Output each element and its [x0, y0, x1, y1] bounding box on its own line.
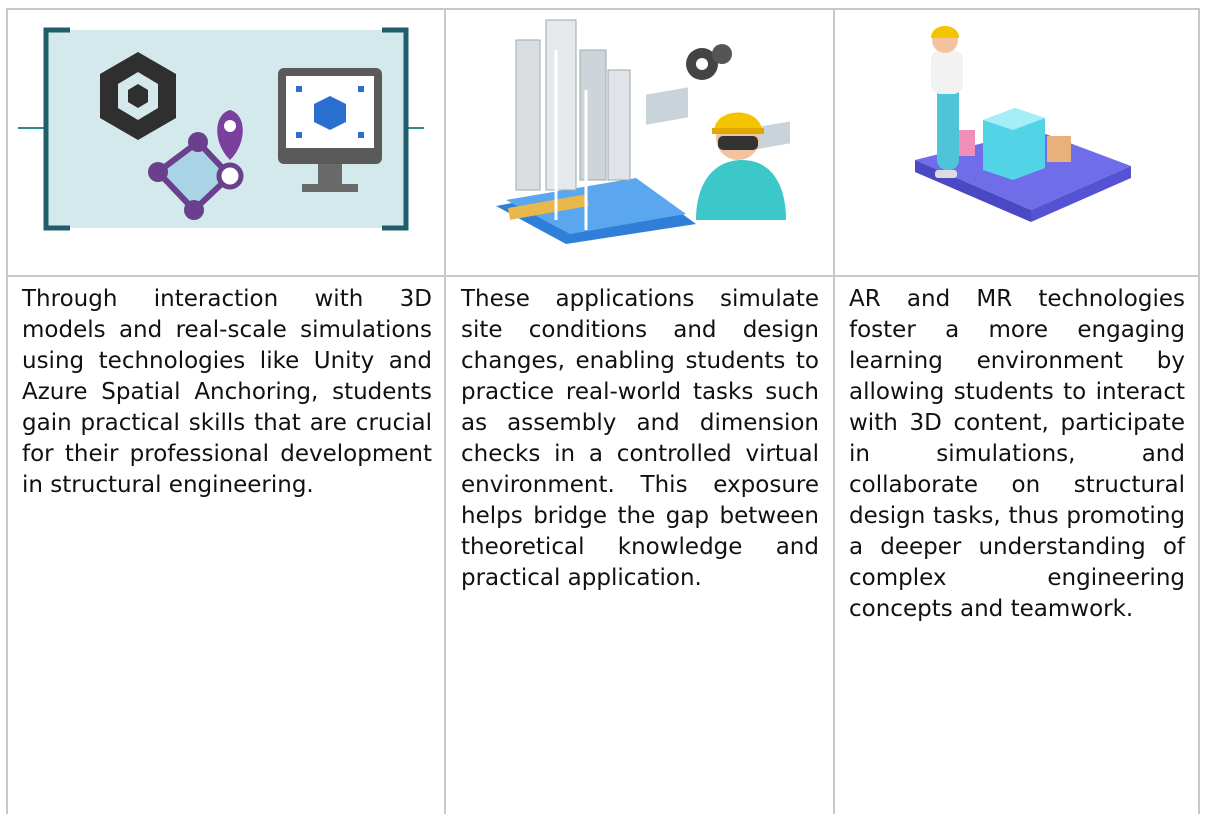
table-border — [444, 8, 446, 814]
table-border — [833, 8, 835, 814]
description: These applications simulate site conditi… — [461, 286, 819, 591]
description: AR and MR technologies foster a more eng… — [849, 286, 1185, 622]
table-border — [1198, 8, 1200, 814]
table-border — [6, 8, 1199, 10]
description: Through interaction with 3D models and r… — [22, 286, 432, 498]
unity-illustration — [18, 27, 424, 231]
vr-construction-illustration — [496, 19, 790, 244]
ar-learning-illustration — [915, 26, 1131, 222]
table-border — [6, 275, 1199, 277]
table-border — [6, 8, 8, 814]
